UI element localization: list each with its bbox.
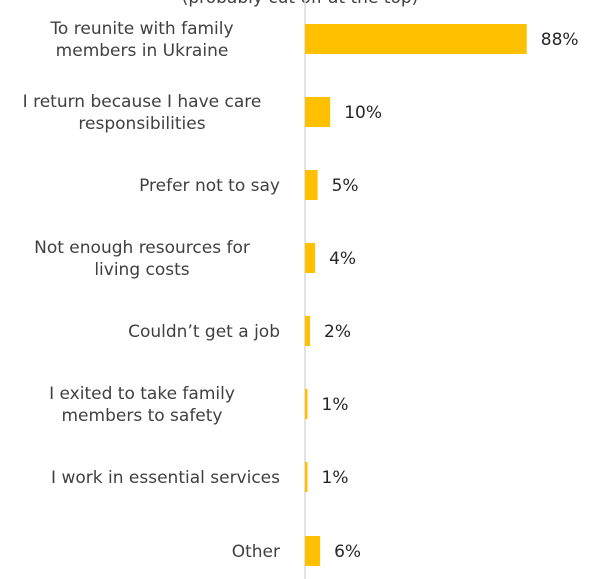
data-label: 1% [322, 468, 349, 488]
data-label: 1% [322, 395, 349, 415]
bars-group [305, 24, 527, 566]
category-label: I work in essential services [51, 468, 280, 488]
category-label-line: I exited to take family [49, 384, 235, 404]
data-label: 4% [329, 249, 356, 269]
data-label: 6% [334, 542, 361, 562]
category-label-line: living costs [94, 260, 189, 280]
category-label-line: I return because I have care [23, 92, 262, 112]
top-clipped-text: (probably cut off at the top) [182, 0, 419, 8]
category-label: Not enough resources for living costs [34, 238, 250, 280]
bar [305, 316, 311, 346]
category-label-line: I work in essential services [51, 468, 280, 488]
bar [305, 389, 308, 419]
value-labels-group: 88% 10% 5% 4% 2% 1% 1% 6% [322, 30, 579, 562]
category-label-line: Other [232, 542, 280, 562]
category-label: Other [232, 542, 280, 562]
category-label-line: To reunite with family [49, 19, 233, 39]
category-label: To reunite with family members in Ukraine [49, 19, 233, 61]
category-label-line: members in Ukraine [56, 41, 229, 61]
category-label-line: Couldn’t get a job [128, 322, 280, 342]
data-label: 5% [332, 176, 359, 196]
category-label-line: Prefer not to say [139, 176, 280, 196]
bar [305, 243, 316, 273]
data-label: 2% [324, 322, 351, 342]
bar [305, 97, 331, 127]
category-label: Prefer not to say [139, 176, 280, 196]
data-label: 10% [344, 103, 382, 123]
category-label: Couldn’t get a job [128, 322, 280, 342]
bar [305, 24, 527, 54]
category-label: I exited to take family members to safety [49, 384, 235, 426]
category-label-line: members to safety [62, 406, 223, 426]
clipped-title-text: (probably cut off at the top) [182, 0, 419, 8]
category-label-line: Not enough resources for [34, 238, 250, 258]
bar [305, 536, 321, 566]
category-label-line: responsibilities [78, 114, 205, 134]
data-label: 88% [541, 30, 579, 50]
bar [305, 170, 318, 200]
category-labels-group: To reunite with family members in Ukraine… [23, 19, 280, 562]
category-label: I return because I have care responsibili… [23, 92, 262, 134]
bar [305, 462, 308, 492]
